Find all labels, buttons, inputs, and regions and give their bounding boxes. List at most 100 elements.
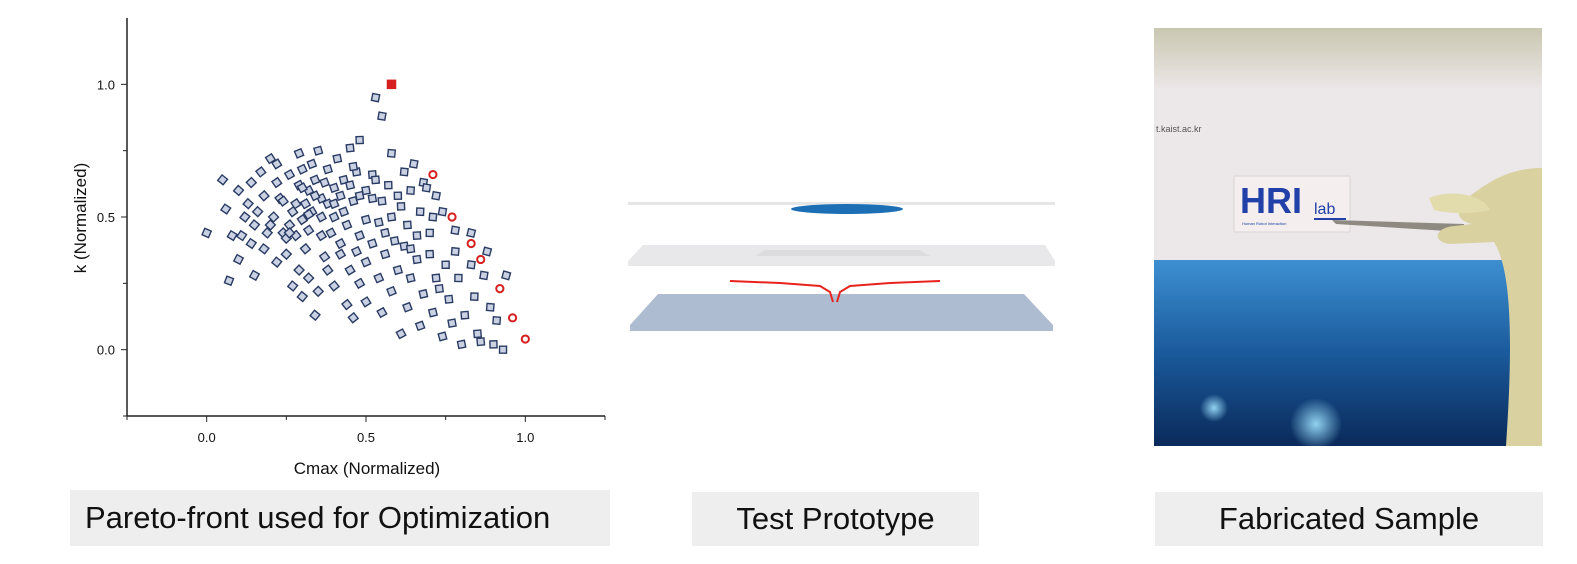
sample-logo-sub: lab	[1314, 201, 1335, 218]
candidate-point	[293, 147, 305, 159]
candidate-point	[367, 193, 378, 204]
candidate-point	[312, 145, 324, 156]
candidate-point	[335, 190, 346, 202]
candidate-point	[345, 180, 356, 191]
sample-film	[1233, 175, 1351, 233]
candidate-point	[309, 190, 321, 202]
candidate-point	[318, 250, 331, 263]
candidate-point	[386, 212, 397, 222]
candidate-point	[454, 273, 463, 283]
pareto-point	[386, 79, 397, 90]
candidate-point	[338, 206, 350, 218]
candidate-point	[405, 244, 416, 254]
candidate-point	[402, 301, 413, 313]
candidate-point	[425, 249, 435, 259]
candidate-point	[450, 225, 461, 236]
candidate-point	[325, 227, 337, 239]
candidate-point	[389, 235, 400, 246]
pareto-point	[428, 169, 438, 180]
blue-lens	[791, 204, 903, 214]
candidate-point	[402, 220, 412, 230]
caption-pareto-text: Pareto-front used for Optimization	[85, 500, 551, 535]
candidate-point	[437, 331, 448, 342]
candidate-point	[456, 339, 467, 350]
middle-layer-recess	[755, 250, 930, 256]
tweezers	[1332, 220, 1464, 232]
candidate-point	[296, 182, 308, 194]
candidate-point	[277, 195, 290, 207]
candidate-point	[405, 272, 416, 284]
candidate-point	[270, 158, 283, 170]
candidate-point	[341, 219, 353, 231]
candidate-point	[344, 264, 356, 276]
candidate-point	[201, 227, 213, 239]
candidate-point	[328, 182, 340, 194]
candidate-point	[377, 196, 387, 206]
candidate-point	[258, 189, 270, 202]
x-axis-label: Cmax (Normalized)	[294, 459, 440, 478]
top-layer	[628, 202, 1055, 205]
candidate-point	[347, 311, 360, 324]
sensor-trace-right	[836, 280, 941, 303]
candidate-point	[383, 180, 393, 190]
candidate-point	[444, 294, 454, 304]
candidate-point	[360, 256, 372, 268]
candidate-point	[245, 176, 258, 189]
candidate-point	[296, 290, 309, 303]
candidate-point	[492, 315, 502, 325]
candidate-point	[450, 246, 460, 257]
candidate-point	[283, 168, 296, 181]
candidate-point	[283, 226, 296, 239]
candidate-point	[239, 211, 251, 223]
wallpaper-glow	[1290, 398, 1342, 446]
y-tick-label: 0.5	[97, 210, 115, 225]
candidate-point	[242, 197, 255, 210]
candidate-point	[348, 161, 359, 172]
candidate-point	[309, 174, 321, 186]
candidate-point	[434, 283, 444, 294]
bottom-substrate	[630, 294, 1053, 331]
candidate-point	[476, 337, 486, 347]
candidate-point	[332, 153, 343, 164]
candidate-point	[232, 253, 245, 266]
x-tick-label: 0.5	[357, 430, 375, 445]
candidate-point	[245, 237, 258, 250]
y-tick-label: 0.0	[97, 343, 115, 358]
candidate-point	[431, 190, 442, 201]
candidate-point	[315, 229, 328, 242]
candidate-point	[264, 152, 277, 165]
candidate-point	[283, 219, 296, 231]
candidate-point	[479, 270, 489, 281]
candidate-point	[328, 280, 341, 292]
fabricated-sample-photo: t.kaist.ac.kr HRI lab Human Robot Intera…	[1154, 28, 1542, 446]
candidate-point	[328, 211, 340, 223]
candidate-point	[350, 245, 363, 258]
candidate-point	[248, 219, 261, 231]
candidate-point	[421, 182, 432, 193]
candidate-point	[254, 165, 267, 178]
candidate-point	[302, 224, 315, 237]
candidate-point	[226, 229, 238, 242]
candidate-point	[315, 211, 328, 223]
candidate-point	[334, 248, 347, 260]
candidate-point	[251, 205, 264, 218]
candidate-point	[412, 231, 422, 241]
candidate-point	[414, 320, 426, 332]
candidate-point	[248, 269, 261, 282]
candidate-point	[264, 219, 277, 231]
candidate-point	[321, 264, 334, 276]
y-tick-label: 1.0	[97, 77, 115, 92]
candidate-point	[466, 227, 477, 239]
candidate-point	[345, 143, 355, 153]
candidate-point	[296, 213, 309, 226]
candidate-point	[427, 307, 438, 318]
candidate-point	[309, 309, 321, 322]
candidate-point	[415, 207, 425, 217]
gloved-thumb	[1429, 193, 1490, 213]
candidate-point	[469, 292, 479, 301]
candidate-point	[306, 158, 318, 170]
candidate-point	[290, 197, 302, 210]
candidate-point	[418, 288, 429, 299]
candidate-point	[360, 296, 372, 308]
candidate-point	[322, 163, 334, 175]
